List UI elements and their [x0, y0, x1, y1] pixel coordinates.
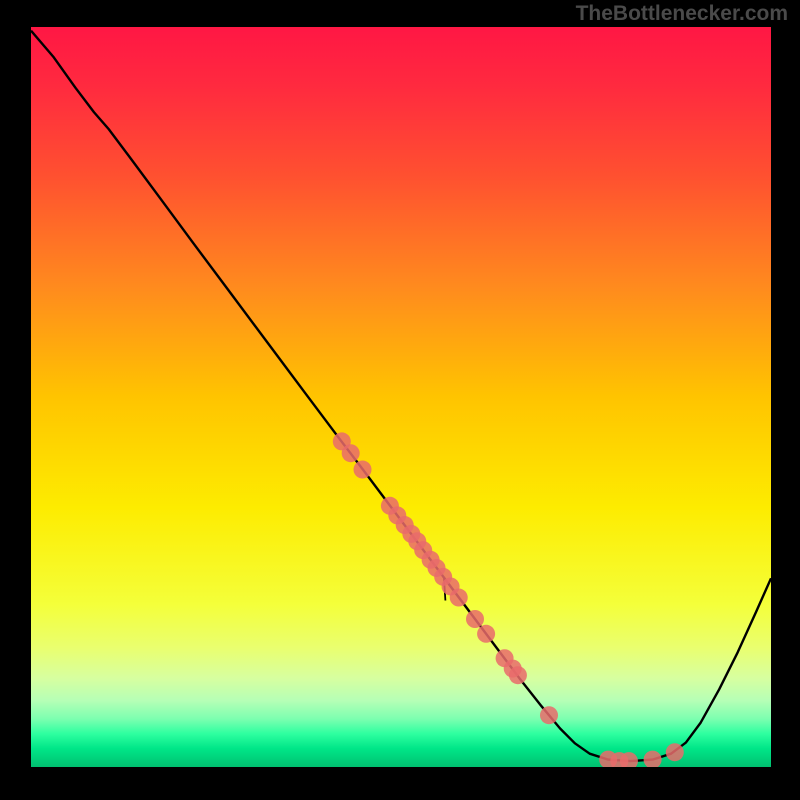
bottleneck-curve — [31, 31, 771, 761]
data-point — [450, 589, 468, 607]
data-point — [477, 625, 495, 643]
data-point — [540, 706, 558, 724]
data-point — [666, 743, 684, 761]
chart-overlay — [31, 27, 771, 767]
scatter-points — [333, 432, 684, 767]
watermark-text: TheBottlenecker.com — [576, 2, 788, 26]
data-point — [644, 751, 662, 767]
data-point — [509, 666, 527, 684]
data-point — [354, 461, 372, 479]
plot-area — [31, 27, 771, 767]
data-point — [342, 444, 360, 462]
data-point — [466, 610, 484, 628]
